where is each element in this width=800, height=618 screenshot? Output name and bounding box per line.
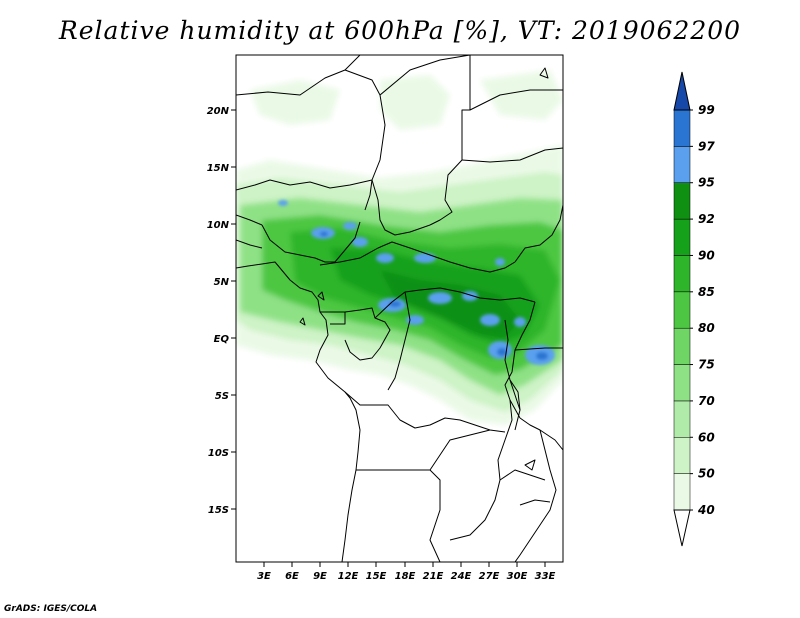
lon-label: 15E xyxy=(366,571,387,582)
lon-axis: 3E 6E 9E 12E 15E 18E 21E 24E 27E 30E 33E xyxy=(257,562,556,582)
lat-label: 15N xyxy=(207,163,230,174)
lat-label: 5N xyxy=(214,277,230,288)
lon-label: 21E xyxy=(423,571,444,582)
colorbar-label: 50 xyxy=(698,467,715,481)
colorbar-label: 75 xyxy=(698,358,715,372)
colorbar-top-arrow xyxy=(673,71,691,111)
lat-label: 10N xyxy=(207,220,230,231)
colorbar-segment xyxy=(673,255,691,293)
colorbar-label: 95 xyxy=(698,176,715,190)
lon-label: 6E xyxy=(285,571,299,582)
colorbar-label: 97 xyxy=(698,139,715,153)
map-frame xyxy=(235,54,564,563)
lat-label: 10S xyxy=(208,448,229,459)
lat-label: 15S xyxy=(208,505,229,516)
colorbar-segment xyxy=(673,291,691,329)
colorbar-segment xyxy=(673,146,691,183)
colorbar: 40 50 60 70 75 80 85 90 92 95 97 99 xyxy=(673,71,715,547)
colorbar-label: 92 xyxy=(698,212,715,226)
country-borders xyxy=(236,55,563,562)
colorbar-bottom-arrow xyxy=(673,509,691,547)
lon-label: 33E xyxy=(535,571,556,582)
lon-label: 30E xyxy=(507,571,528,582)
map-title: Relative humidity at 600hPa [%], VT: 201… xyxy=(58,16,742,45)
lon-label: 24E xyxy=(451,571,472,582)
lat-label: 20N xyxy=(207,106,230,117)
colorbar-segment xyxy=(673,437,691,474)
lat-label: 5S xyxy=(215,391,229,402)
colorbar-label: 85 xyxy=(698,285,715,299)
lon-label: 3E xyxy=(257,571,271,582)
grads-credit: GrADS: IGES/COLA xyxy=(4,604,98,614)
lon-label: 18E xyxy=(395,571,416,582)
colorbar-segment xyxy=(673,218,691,256)
colorbar-label: 70 xyxy=(698,394,715,408)
colorbar-segment xyxy=(673,109,691,147)
colorbar-label: 99 xyxy=(698,103,715,117)
humidity-field xyxy=(236,70,563,425)
colorbar-label: 80 xyxy=(698,321,715,335)
lat-axis: 20N 15N 10N 5N EQ 5S 10S 15S xyxy=(207,106,236,516)
lon-label: 27E xyxy=(479,571,500,582)
lat-label: EQ xyxy=(214,334,230,345)
lon-label: 9E xyxy=(313,571,327,582)
colorbar-segment xyxy=(673,364,691,402)
colorbar-segment xyxy=(673,400,691,438)
colorbar-segment xyxy=(673,473,691,511)
colorbar-segment xyxy=(673,327,691,365)
lon-label: 12E xyxy=(338,571,359,582)
colorbar-label: 40 xyxy=(697,503,715,517)
colorbar-label: 60 xyxy=(698,430,715,444)
colorbar-segment xyxy=(673,182,691,220)
colorbar-label: 90 xyxy=(698,248,715,262)
